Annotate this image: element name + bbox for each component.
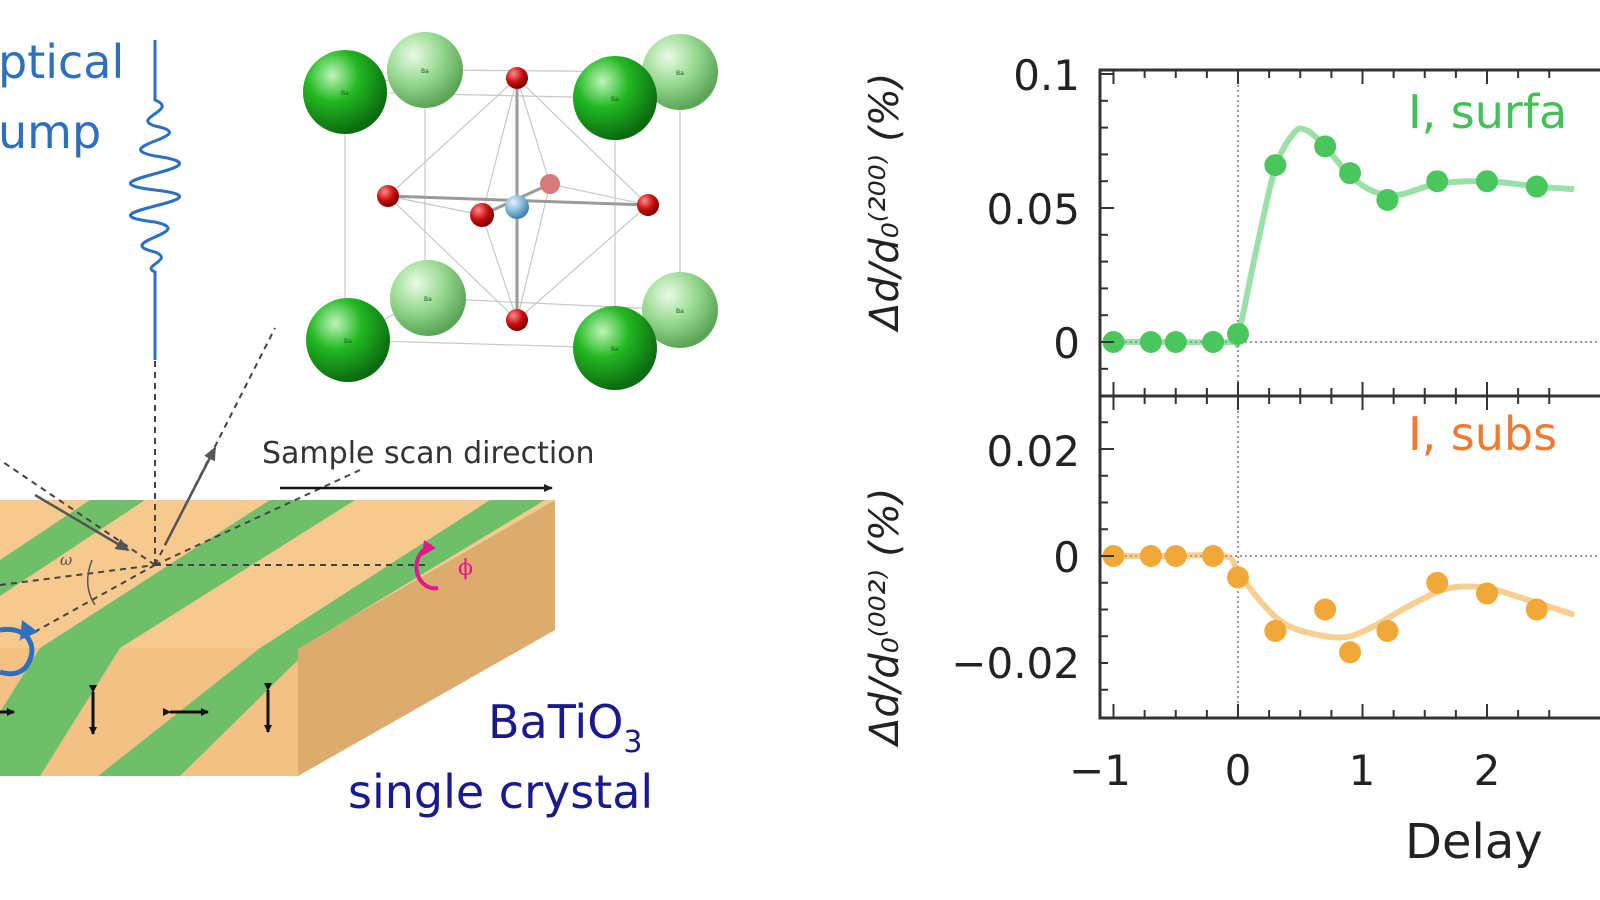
sample-slab — [0, 500, 555, 776]
omega-label: ω — [60, 551, 72, 569]
pump-label-line1: ptical — [0, 35, 124, 89]
oxygen-atom — [637, 194, 659, 216]
data-point — [1264, 154, 1287, 177]
y-tick-label: 0 — [1053, 533, 1080, 582]
data-point — [1476, 582, 1498, 605]
omega-arc — [86, 559, 96, 606]
crystal-formula-subscript: 3 — [623, 725, 642, 760]
atom-label: Ba — [611, 96, 619, 103]
atom-label: Ba — [344, 338, 352, 345]
axis-ticks — [1100, 70, 1551, 718]
phi-rotation-arrowhead — [422, 540, 436, 556]
domain-stripe — [40, 500, 355, 648]
data-point — [1339, 641, 1362, 664]
data-point — [1227, 322, 1249, 345]
data-point — [1525, 175, 1548, 198]
x-tick-label: 1 — [1349, 746, 1376, 795]
phi-label: ϕ — [458, 556, 473, 581]
scan-direction-label: Sample scan direction — [262, 436, 595, 471]
series-label-surface: I, surfa — [1408, 85, 1567, 139]
oxygen-atom — [540, 174, 560, 194]
titanium-atom — [505, 195, 529, 219]
data-point — [1525, 598, 1548, 621]
fit-curve — [1113, 125, 1575, 348]
data-point — [1227, 566, 1249, 589]
data-point — [1164, 545, 1187, 567]
fit-curve — [1113, 551, 1576, 641]
y-axis-label-bottom: Δd/d₀⁽⁰⁰²⁾ (%) — [862, 488, 908, 748]
atom-label: Ba — [611, 346, 619, 353]
y-tick-label: 0.05 — [986, 185, 1080, 234]
ba-atom-front — [306, 298, 390, 382]
pump-label-line2: ump — [0, 105, 101, 159]
atom-label: Ba — [424, 296, 432, 303]
substrate-panel — [1100, 396, 1600, 718]
data-point — [1202, 331, 1225, 353]
diffracted-beam — [163, 446, 217, 546]
omega-rotation-icon — [0, 626, 35, 677]
x-tick-label: 2 — [1474, 746, 1501, 795]
data-point — [1202, 545, 1225, 567]
data-point — [1339, 162, 1362, 185]
atom-label: Ba — [676, 308, 684, 315]
data-point — [1139, 545, 1162, 567]
ba-atom-back — [642, 34, 718, 110]
incident-beam — [34, 493, 130, 552]
polarization-arrow — [0, 683, 272, 735]
ba-atom-front — [573, 306, 657, 390]
series-label-substrate: I, subs — [1408, 407, 1557, 461]
ba-atom-back — [642, 272, 718, 348]
oxygen-atom — [506, 309, 528, 331]
y-tick-label: −0.02 — [951, 639, 1080, 688]
data-point — [1426, 170, 1449, 193]
delay-chart: 0.1 0.05 0 0.02 0 −0.02 −1 0 1 2 Delay Δ… — [862, 51, 1600, 870]
data-point — [1314, 598, 1337, 621]
x-tick-label: −1 — [1069, 746, 1131, 795]
data-point — [1426, 571, 1449, 594]
crystal-formula-main: BaTiO — [488, 695, 623, 749]
ba-atom-back — [390, 260, 466, 336]
x-axis-label: Delay — [1405, 814, 1543, 870]
data-point — [1164, 331, 1187, 353]
y-tick-label: 0 — [1053, 319, 1080, 368]
ba-atom-front — [303, 50, 387, 134]
domain-stripe — [0, 500, 145, 596]
perovskite-unit-cell: Ba Ba Ba Ba Ba Ba Ba Ba — [303, 32, 718, 390]
oxygen-atom — [377, 185, 399, 207]
data-point — [1264, 619, 1287, 642]
optical-pump: ptical ump — [0, 35, 182, 360]
oxygen-atom — [506, 67, 528, 89]
y-tick-label: 0.02 — [986, 427, 1080, 476]
y-tick-label: 0.1 — [1013, 51, 1080, 100]
data-point — [1376, 188, 1399, 211]
ba-atom-back — [387, 32, 463, 108]
experiment-schematic: ω ptical ump Sample scan direction ϕ BaT… — [0, 35, 653, 819]
atom-label: Ba — [421, 68, 429, 75]
oxygen-atom — [470, 203, 494, 227]
omega-rotation-arrowhead — [20, 620, 38, 640]
atom-label: Ba — [676, 70, 684, 77]
pump-wave-icon — [128, 40, 182, 360]
data-point — [1314, 135, 1337, 158]
ba-atom-front — [573, 56, 657, 140]
y-axis-label-top: Δd/d₀⁽²⁰⁰⁾ (%) — [862, 73, 908, 333]
plot-frame — [1098, 68, 1600, 720]
atom-label: Ba — [341, 90, 349, 97]
data-point — [1476, 170, 1498, 193]
crystal-formula: BaTiO3 — [488, 695, 643, 760]
surface-panel — [1100, 70, 1600, 396]
data-point — [1376, 619, 1399, 642]
slab-side-face — [298, 500, 555, 776]
data-point — [1139, 331, 1162, 353]
atom-labels: Ba Ba Ba Ba Ba Ba Ba Ba — [341, 68, 684, 353]
x-tick-label: 0 — [1225, 746, 1252, 795]
domain-stripe — [260, 500, 545, 648]
domain-stripe-front — [0, 648, 120, 776]
crystal-description: single crystal — [348, 765, 653, 819]
